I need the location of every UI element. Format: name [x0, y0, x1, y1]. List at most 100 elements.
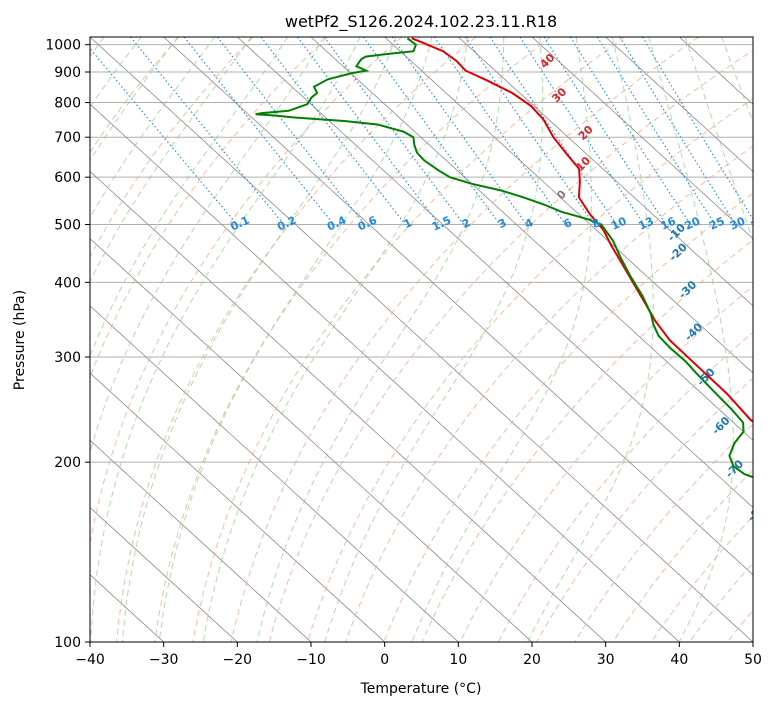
dry-adiabat-line [230, 37, 700, 642]
isotherm-line [90, 305, 459, 642]
y-tick-label: 700 [54, 130, 81, 146]
mixing-ratio-line [90, 47, 238, 225]
mixing-ratio-label: 13 [636, 214, 655, 232]
x-tick-label: 20 [523, 652, 541, 668]
moist-adiabat-line [90, 37, 179, 162]
dry-adiabat-label: -20 [667, 240, 690, 263]
mixing-ratio-label: 6 [562, 216, 575, 231]
dry-adiabat-label: -80 [745, 501, 768, 524]
plot-frame [89, 36, 754, 643]
mixing-ratio-line [464, 37, 595, 225]
moist-adiabat-label: 20 [576, 123, 596, 143]
y-tick-label: 400 [54, 275, 81, 291]
dry-adiabat-line [727, 609, 753, 642]
moist-adiabat-line [202, 37, 469, 642]
mixing-ratio-label: 3 [496, 216, 508, 231]
isotherm-line [90, 238, 533, 642]
y-tick-label: 1000 [45, 38, 81, 54]
x-tick-label: 40 [670, 652, 688, 668]
x-tick-label: −10 [296, 652, 326, 668]
isotherm-line [679, 37, 753, 105]
dry-adiabat-line [90, 37, 180, 154]
dry-adiabat-line [383, 192, 753, 642]
x-tick-label: −30 [149, 652, 179, 668]
mixing-ratio-label: 0.2 [275, 214, 298, 234]
moist-adiabat-line [121, 37, 397, 642]
x-tick-label: −20 [223, 652, 253, 668]
moist-adiabat-label: 0 [554, 187, 569, 202]
moist-adiabat-line [527, 37, 654, 642]
dry-adiabat-line [536, 377, 753, 642]
mixing-ratio-label: 4 [523, 216, 536, 231]
isotherm-line [90, 372, 385, 642]
mixing-ratio-line [519, 37, 645, 225]
dry-adiabat-line [90, 37, 254, 258]
isotherm-line [531, 37, 753, 240]
isotherm-line [90, 37, 753, 642]
moist-adiabat-line [90, 37, 142, 108]
dry-adiabat-line [116, 37, 477, 642]
mixing-ratio-line [297, 37, 440, 225]
y-tick-label: 100 [54, 635, 81, 651]
isotherm-line [752, 37, 753, 38]
isotherm-line [90, 439, 312, 642]
dry-adiabat-line [268, 49, 753, 642]
y-tick-label: 900 [54, 65, 81, 81]
mixing-ratio-line [489, 37, 618, 225]
mixing-ratio-line [323, 37, 465, 225]
dry-adiabat-line [90, 37, 328, 379]
dry-adiabat-line [766, 37, 775, 642]
mixing-ratio-line [619, 37, 737, 225]
mixing-ratio-line [543, 37, 667, 225]
moist-adiabat-line [90, 37, 216, 219]
dry-adiabat-label: -50 [694, 365, 717, 388]
y-axis-title: Pressure (hPa) [12, 290, 28, 390]
mixing-ratio-line [216, 37, 366, 225]
mixing-ratio-line [260, 37, 406, 225]
mixing-ratio-label: 36 [749, 214, 769, 232]
x-tick-label: 50 [744, 652, 762, 668]
mixing-ratio-line [596, 37, 716, 225]
y-tick-label: 800 [54, 96, 81, 112]
isotherm-line [237, 37, 753, 509]
isotherm-line [384, 37, 753, 374]
mixing-ratio-line [569, 37, 691, 225]
dry-adiabat-label: -60 [709, 414, 732, 437]
mixing-ratio-label: 16 [659, 214, 679, 232]
mixing-ratio-label: 30 [728, 214, 748, 232]
dry-adiabat-line [307, 97, 753, 642]
isotherm-line [90, 103, 680, 642]
chart-title: wetPf2_S126.2024.102.23.11.R18 [285, 12, 557, 32]
dry-adiabat-line [154, 37, 551, 642]
moist-adiabat-line [90, 37, 361, 642]
isotherm-line [458, 37, 753, 307]
moist-adiabat-line [256, 37, 505, 642]
dry-adiabat-label: -30 [676, 278, 699, 301]
y-tick-label: 300 [54, 350, 81, 366]
y-tick-label: 500 [54, 217, 81, 233]
dry-adiabat-line [421, 239, 753, 642]
mixing-ratio-line [362, 37, 501, 225]
mixing-ratio-label: 25 [707, 214, 726, 232]
mixing-ratio-label: 10 [609, 214, 629, 232]
mixing-ratio-label: 0.1 [228, 214, 251, 234]
moist-adiabat-line [721, 37, 753, 124]
moist-adiabat-line [90, 37, 289, 358]
isotherm-line [90, 506, 238, 642]
isotherm-line [310, 37, 753, 441]
moist-adiabat-line [158, 37, 433, 642]
moist-adiabat-line [90, 37, 252, 283]
moist-adiabat-line [684, 37, 753, 243]
dry-adiabat-line [688, 562, 753, 642]
mixing-ratio-line [642, 37, 753, 221]
moist-adiabat-line [90, 37, 325, 455]
dewpoint-profile [255, 37, 753, 479]
mixing-ratio-label: 1 [402, 216, 414, 231]
mixing-ratio-line [391, 37, 528, 225]
x-tick-label: 10 [449, 652, 467, 668]
y-tick-label: 600 [54, 170, 81, 186]
mixing-ratio-line [433, 37, 566, 225]
y-tick-label: 200 [54, 455, 81, 471]
dry-adiabat-line [345, 145, 753, 642]
dry-adiabat-label: -70 [723, 457, 746, 480]
